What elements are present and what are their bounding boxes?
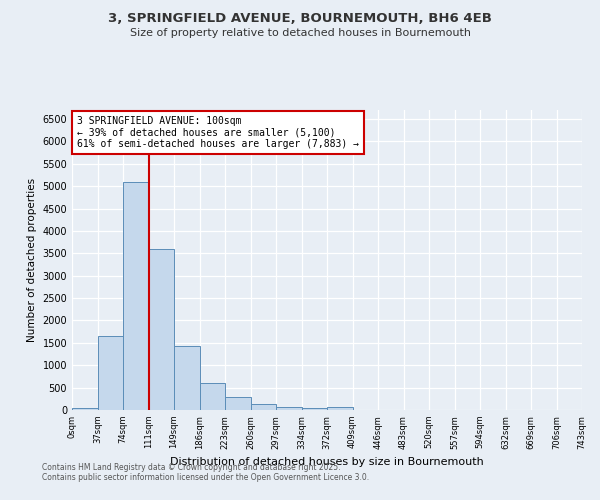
Bar [72, 408, 97, 410]
Text: 3, SPRINGFIELD AVENUE, BOURNEMOUTH, BH6 4EB: 3, SPRINGFIELD AVENUE, BOURNEMOUTH, BH6 … [108, 12, 492, 26]
Bar [199, 383, 225, 410]
Bar [174, 346, 199, 410]
Bar [149, 249, 174, 410]
Bar [276, 406, 302, 410]
Bar [225, 396, 251, 410]
Text: Size of property relative to detached houses in Bournemouth: Size of property relative to detached ho… [130, 28, 470, 38]
Y-axis label: Number of detached properties: Number of detached properties [27, 178, 37, 342]
Bar [97, 336, 123, 410]
X-axis label: Distribution of detached houses by size in Bournemouth: Distribution of detached houses by size … [170, 457, 484, 467]
Bar [123, 182, 149, 410]
Text: 3 SPRINGFIELD AVENUE: 100sqm
← 39% of detached houses are smaller (5,100)
61% of: 3 SPRINGFIELD AVENUE: 100sqm ← 39% of de… [77, 116, 359, 149]
Bar [327, 406, 353, 410]
Text: Contains HM Land Registry data © Crown copyright and database right 2025.
Contai: Contains HM Land Registry data © Crown c… [42, 463, 369, 482]
Bar [251, 404, 276, 410]
Bar [302, 408, 327, 410]
